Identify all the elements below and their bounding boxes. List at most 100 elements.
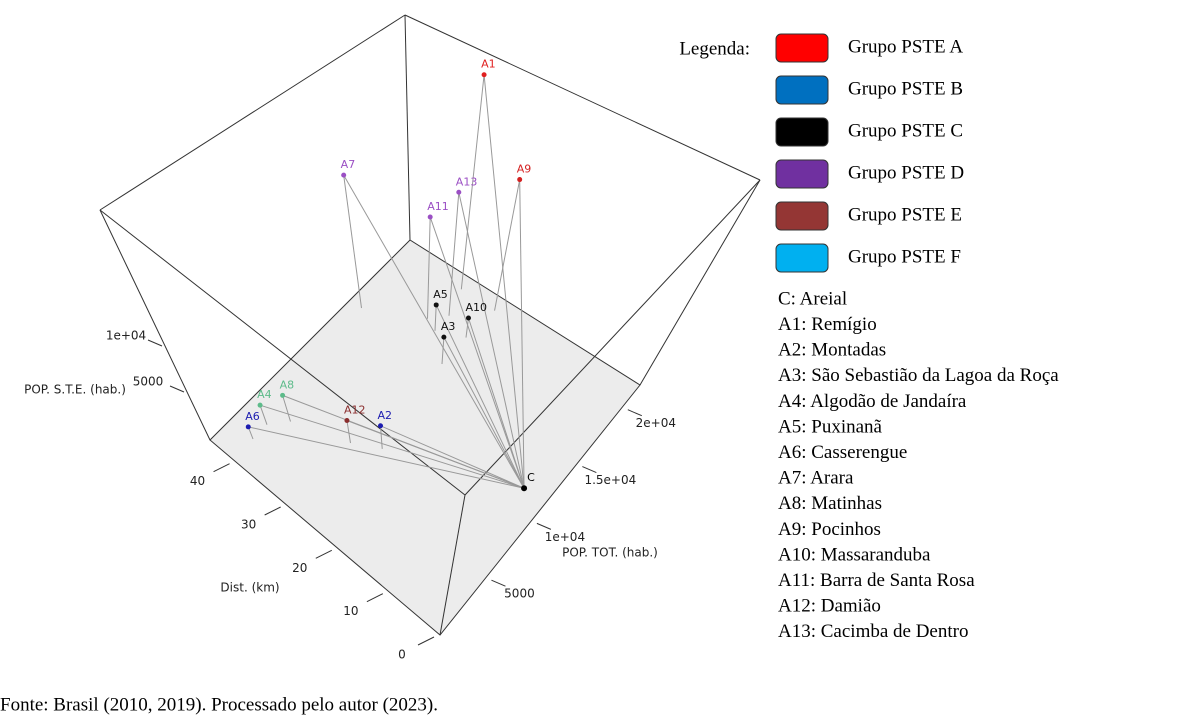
box-edge <box>99 14 406 211</box>
point <box>427 214 433 220</box>
drop-line <box>259 405 268 425</box>
point-label: A12 <box>344 404 366 417</box>
point <box>517 177 523 183</box>
drop-line <box>282 395 291 422</box>
link-line <box>380 425 525 489</box>
legend-list-item: A2: Montadas <box>778 340 886 361</box>
box-edge <box>99 209 211 441</box>
point <box>257 402 263 408</box>
legend-swatch <box>775 117 829 147</box>
drop-line <box>460 74 485 290</box>
link-line <box>443 336 525 489</box>
legend-swatch <box>775 201 829 231</box>
x-tick-label: 40 <box>190 474 205 488</box>
y-tick <box>491 579 506 587</box>
drop-line <box>343 175 362 309</box>
link-line <box>435 304 525 489</box>
legend-label: Grupo PSTE D <box>848 162 964 183</box>
z-tick <box>147 339 163 347</box>
point-label: A9 <box>517 163 532 176</box>
legend-list-item: A8: Matinhas <box>778 493 882 514</box>
x-tick-label: 20 <box>292 561 307 575</box>
legend-swatch <box>775 243 829 273</box>
point-label: A4 <box>257 388 272 401</box>
legend-list-item: A5: Puxinanã <box>778 416 883 437</box>
legend-list-item: A6: Casserengue <box>778 442 907 463</box>
link-line <box>429 216 525 489</box>
z-axis-label: POP. S.T.E. (hab.) <box>24 383 126 397</box>
x-tick <box>264 506 281 516</box>
legend-list-item: A1: Remígio <box>778 314 877 335</box>
box-edge <box>99 209 466 496</box>
y-tick <box>536 522 552 530</box>
point-label: A8 <box>280 378 295 391</box>
point-label: A5 <box>433 288 448 301</box>
y-tick-label: 2e+04 <box>636 416 676 430</box>
link-line <box>519 179 525 489</box>
point <box>481 72 487 78</box>
point-label: A11 <box>427 200 449 213</box>
link-line <box>248 426 525 489</box>
link-line <box>458 192 525 489</box>
drop-line <box>380 425 383 449</box>
x-tick-label: 30 <box>241 518 256 532</box>
z-tick-label: 1e+04 <box>106 329 146 343</box>
legend-list-item: A9: Pocinhos <box>778 519 881 540</box>
y-tick-label: 1.5e+04 <box>584 473 636 487</box>
legend-label: Grupo PSTE A <box>848 36 963 57</box>
legend-list-item: A13: Cacimba de Dentro <box>778 621 968 642</box>
drop-line <box>434 304 437 331</box>
x-tick-label: 0 <box>398 648 406 662</box>
legend-list-item: A10: Massaranduba <box>778 544 931 565</box>
y-tick <box>582 466 597 474</box>
box-edge <box>404 14 411 241</box>
point <box>378 423 384 429</box>
drop-line <box>441 337 445 365</box>
legend-label: Grupo PSTE B <box>848 78 963 99</box>
point-label: A3 <box>441 320 456 333</box>
point <box>441 334 447 340</box>
point-label: A1 <box>481 58 496 71</box>
drop-line <box>494 179 521 311</box>
x-tick <box>366 593 384 603</box>
point-label: A6 <box>245 410 260 423</box>
legend-swatch <box>775 159 829 189</box>
point <box>245 424 251 430</box>
point-label: A7 <box>341 158 356 171</box>
y-tick-label: 1e+04 <box>545 530 585 544</box>
floor <box>209 239 641 636</box>
point <box>456 189 462 195</box>
origin-label: C <box>527 471 535 484</box>
link-line <box>467 317 525 489</box>
legend-list-item: C: Areial <box>778 288 847 309</box>
point <box>280 392 286 398</box>
box-edge <box>439 494 466 636</box>
z-tick <box>169 385 185 393</box>
legend-list-item: A7: Arara <box>778 468 854 489</box>
link-line <box>346 420 525 489</box>
link-line <box>343 174 525 489</box>
legend-swatch <box>775 75 829 105</box>
z-tick-label: 5000 <box>133 375 164 389</box>
legend-list-item: A12: Damião <box>778 596 881 617</box>
link-line <box>259 404 525 489</box>
drop-line <box>427 216 431 319</box>
point <box>465 315 471 321</box>
legend-list-item: A11: Barra de Santa Rosa <box>778 570 975 591</box>
point <box>341 172 347 178</box>
link-line <box>483 74 525 489</box>
legend-list-item: A3: São Sebastião da Lagoa da Roça <box>778 365 1059 386</box>
drop-line <box>346 420 351 444</box>
x-tick <box>417 636 435 646</box>
point-label: A10 <box>465 301 487 314</box>
legend-label: Grupo PSTE C <box>848 120 963 141</box>
y-tick-label: 5000 <box>504 587 535 601</box>
legend-title: Legenda: <box>679 38 750 59</box>
point-label: A2 <box>378 409 393 422</box>
y-axis-label: POP. TOT. (hab.) <box>562 546 658 560</box>
drop-line <box>448 192 460 316</box>
x-tick <box>213 463 230 473</box>
x-tick <box>315 549 333 559</box>
legend-list-item: A4: Algodão de Jandaíra <box>778 391 967 412</box>
